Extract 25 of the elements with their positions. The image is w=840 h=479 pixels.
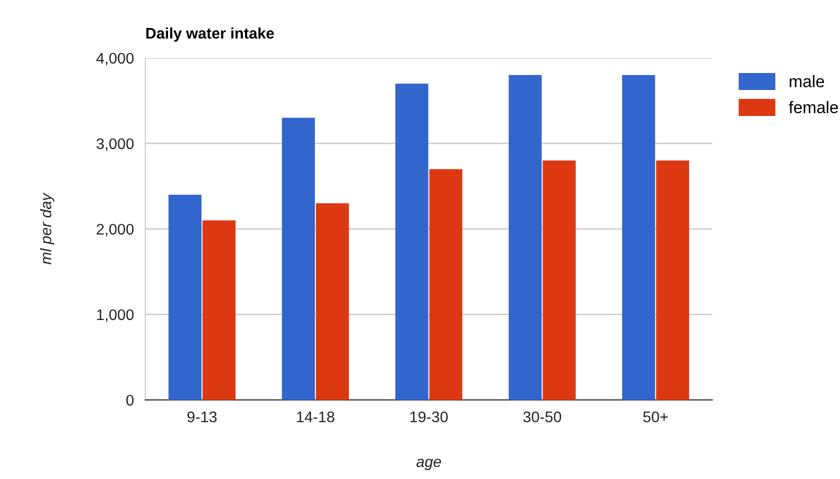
- bar: [282, 118, 315, 400]
- x-tick-label: 30-50: [523, 411, 562, 422]
- y-tick-label: 0: [126, 394, 134, 406]
- bar: [168, 194, 202, 400]
- bar: [656, 160, 690, 400]
- x-tick-label: 14-18: [297, 411, 334, 422]
- bar: [542, 160, 576, 400]
- bar: [395, 84, 428, 400]
- bar: [429, 169, 462, 400]
- y-tick-label: 4,000: [96, 52, 134, 66]
- x-tick-label: 19-30: [410, 411, 448, 422]
- x-tick-label: 50+: [643, 411, 668, 422]
- bar: [316, 203, 349, 400]
- chart-title: Daily water intake: [146, 27, 274, 42]
- y-tick-label: 3,000: [96, 138, 134, 151]
- y-tick-label: 2,000: [96, 224, 134, 236]
- y-tick-label: 1,000: [97, 309, 134, 322]
- x-axis-title: age: [416, 458, 441, 470]
- x-tick-label: 9-13: [187, 411, 217, 422]
- legend-label: male: [790, 75, 824, 88]
- bar: [622, 75, 656, 400]
- bar: [202, 220, 236, 400]
- bar: [508, 75, 542, 400]
- legend-label: female: [788, 101, 838, 114]
- y-axis-title: ml per day: [40, 192, 54, 264]
